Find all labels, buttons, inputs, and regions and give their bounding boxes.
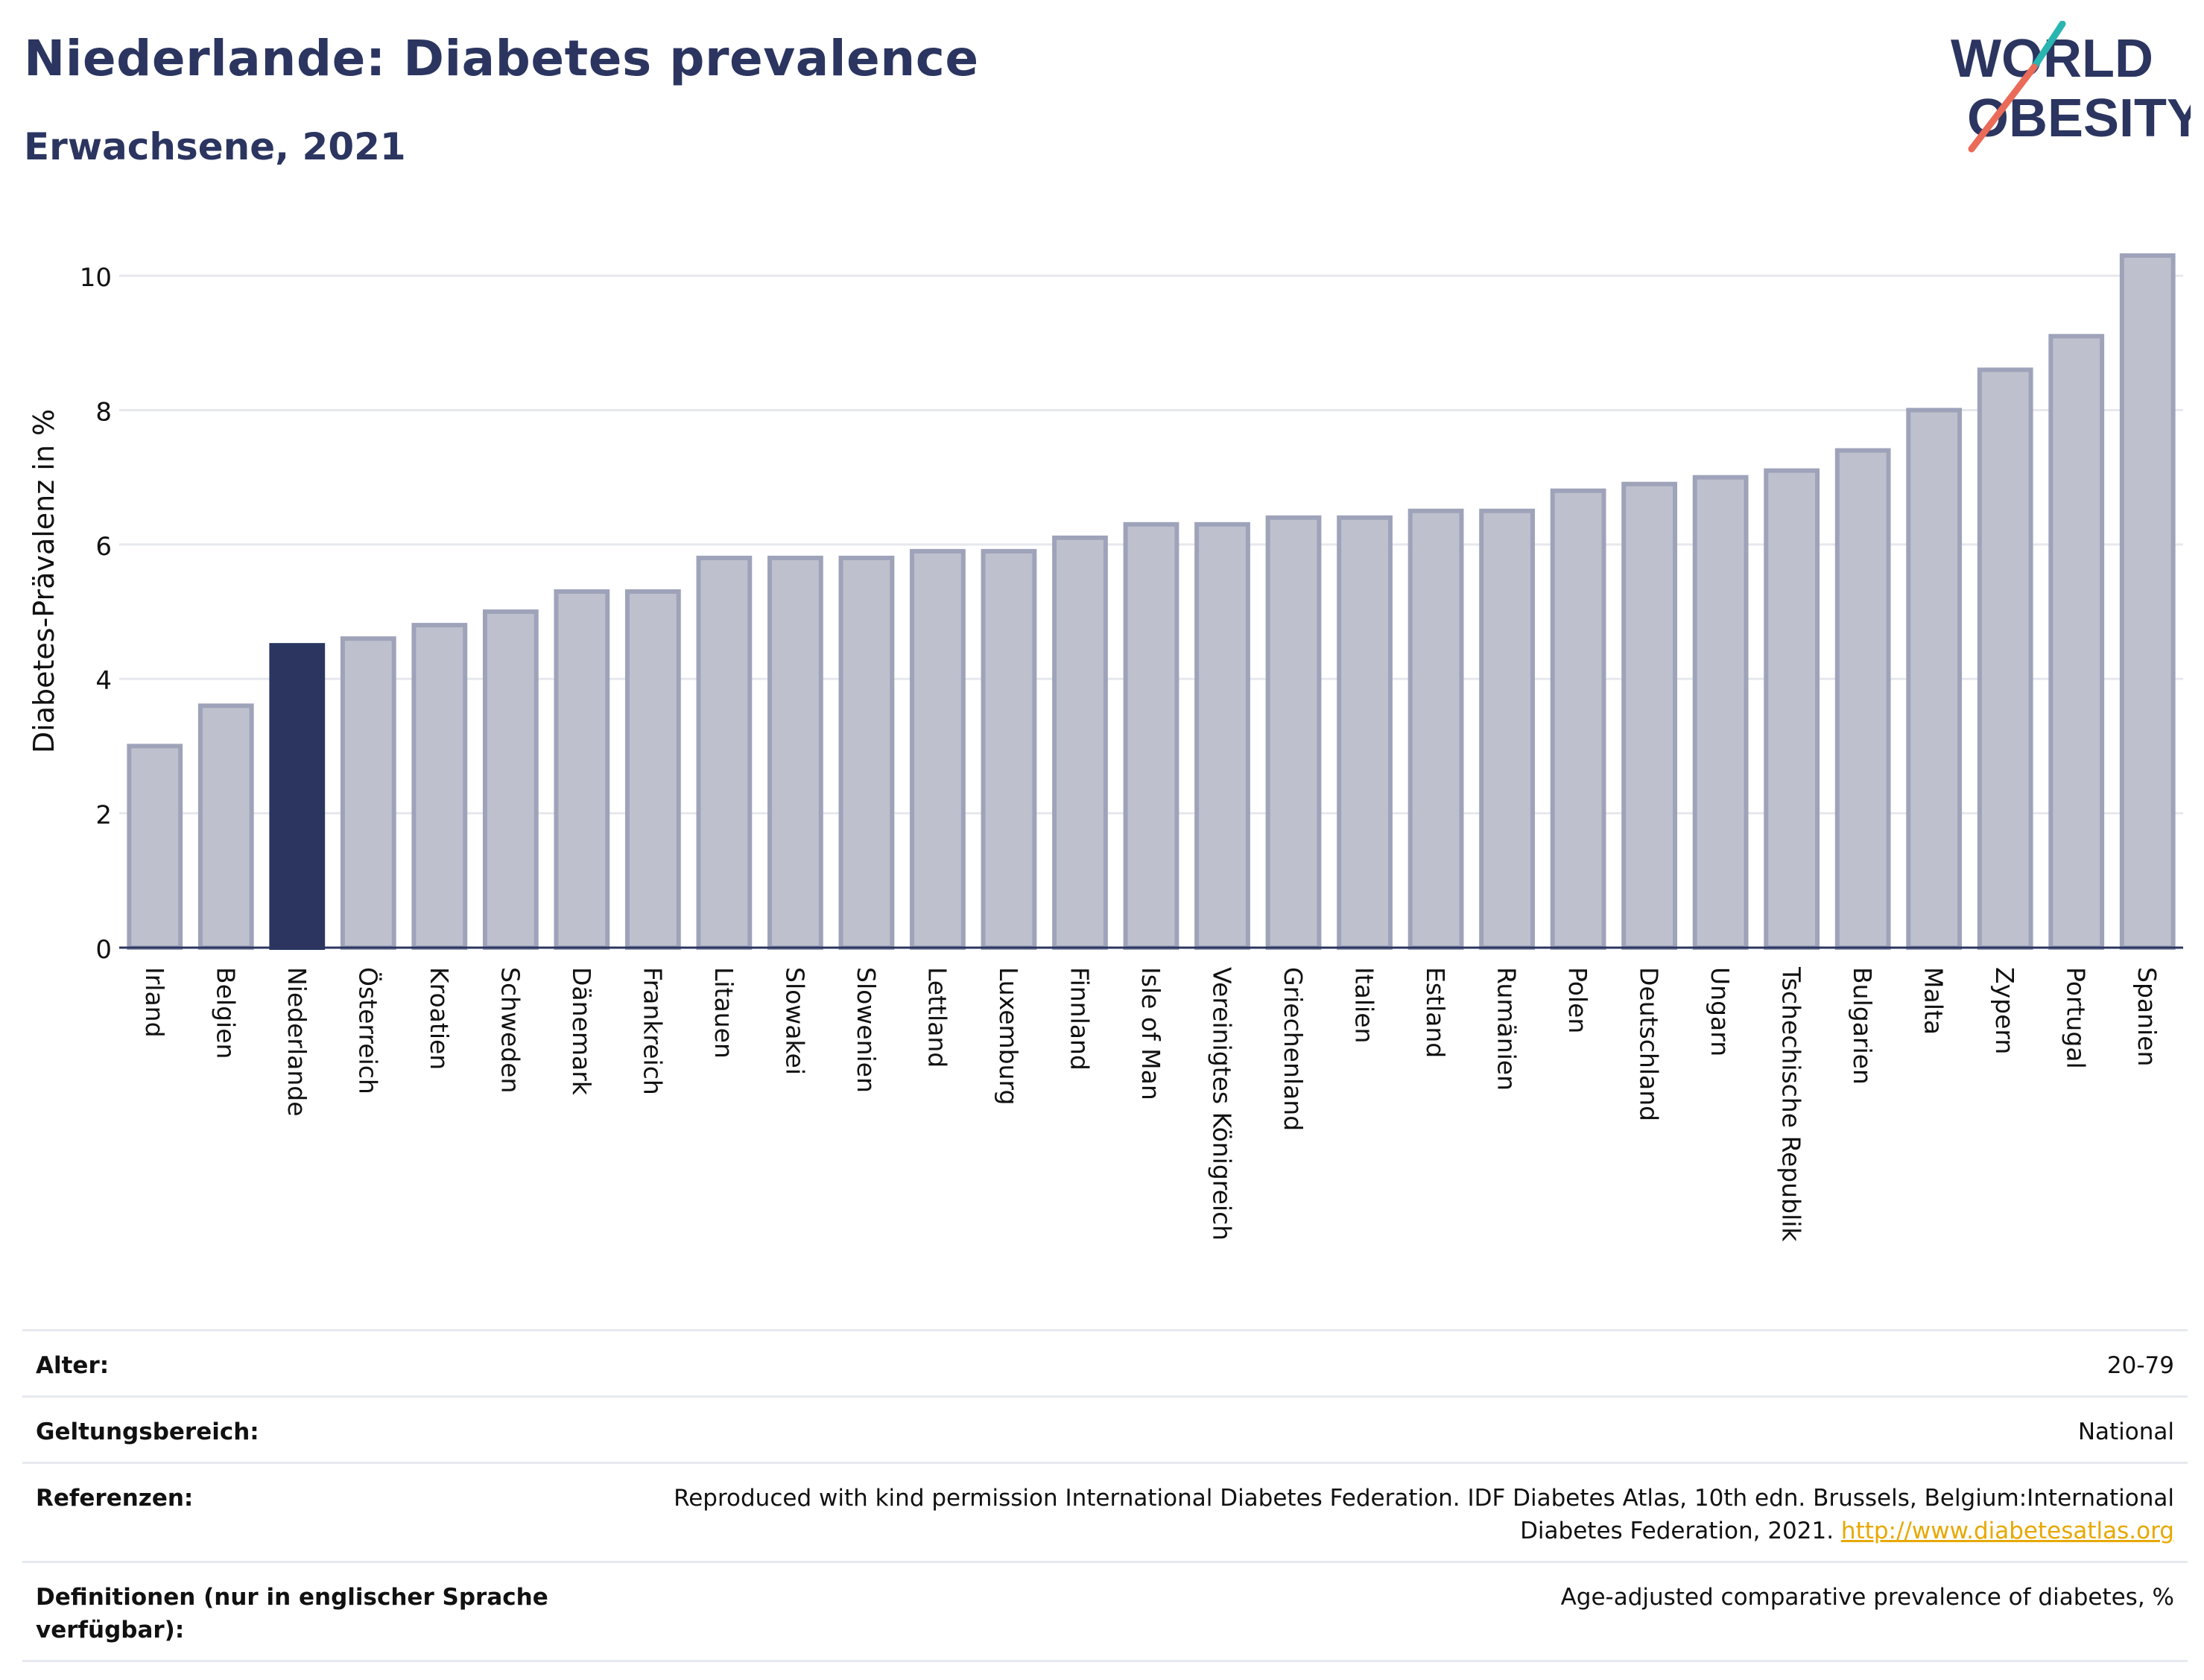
x-tick-label: Malta [1919,967,1948,1035]
x-tick-label: Rumänien [1492,967,1521,1091]
bar-polen [1550,488,1606,950]
x-tick-label: Lettland [922,967,951,1068]
bar-slowakei [767,555,823,950]
info-value: National [2077,1419,2174,1445]
y-tick-label: 8 [95,397,112,427]
bar-bulgarien [1834,448,1891,950]
y-tick-label: 0 [95,935,112,965]
logo-text-obesity: OBESITY [1967,89,2191,148]
bar-portugal [2048,334,2105,950]
x-tick-label: Frankreich [638,967,667,1095]
bar-estland [1407,508,1464,950]
reference-text: Reproduced with kind permission Internat… [674,1485,2174,1544]
y-axis-ticks: 0 2 4 6 8 10 [80,263,112,965]
x-tick-label: Ungarn [1706,967,1735,1056]
chart-title: Niederlande: Diabetes prevalence [24,30,979,87]
x-tick-label: Niederlande [282,967,311,1117]
x-tick-label: Slowakei [780,967,809,1075]
bar-rumänien [1479,508,1535,950]
x-tick-label: Bulgarien [1848,967,1877,1085]
y-tick-label: 10 [80,263,112,293]
y-axis-label: Diabetes-Prävalenz in % [28,409,60,753]
x-tick-label: Kroatien [425,967,454,1070]
x-tick-label: Luxemburg [994,967,1023,1105]
bar-malta [1906,408,1963,950]
bar-deutschland [1621,481,1678,950]
x-tick-label: Schweden [495,967,525,1093]
x-tick-label: Österreich [353,967,383,1094]
x-tick-label: Vereinigtes Königreich [1208,967,1237,1240]
y-tick-label: 4 [95,666,112,696]
bar-frankreich [624,589,681,950]
logo-slash-red [1968,63,2038,153]
bar-schweden [482,609,539,950]
world-obesity-logo: WORLD OBESITY [1951,21,2191,153]
x-tick-label: Irland [140,967,169,1038]
info-value: 20-79 [2106,1352,2174,1379]
info-row-scope: Geltungsbereich: National [22,1395,2188,1462]
info-value: Reproduced with kind permission Internat… [647,1482,2174,1547]
x-tick-label: Dänemark [567,967,596,1096]
logo-slash-teal [2030,21,2066,71]
bar-irland [127,744,183,951]
bar-zypern [1977,367,2033,951]
info-key: Alter: [36,1352,110,1379]
x-tick-label: Tschechische Republik [1777,966,1806,1242]
bar-slowenien [838,555,895,950]
x-tick-label: Belgien [211,967,240,1059]
bar-lettland [910,548,966,950]
bar-chart: 0 2 4 6 8 10 Irland Belgien Niederlande Österrei… [28,253,2183,1242]
x-tick-label: Isle of Man [1136,967,1165,1100]
x-tick-label: Slowenien [852,967,881,1093]
x-tick-label: Portugal [2062,967,2091,1069]
info-row-age: Alter: 20-79 [22,1329,2188,1395]
x-tick-label: Deutschland [1635,967,1664,1121]
info-key: Geltungsbereich: [36,1419,259,1445]
bar-dänemark [554,589,610,950]
info-row-references: Referenzen: Reproduced with kind permiss… [22,1462,2188,1561]
x-tick-label: Estland [1421,967,1450,1058]
x-tick-label: Spanien [2132,967,2162,1066]
bar-niederlande [269,643,326,951]
bar-vereinigtes-königreich [1194,522,1250,950]
bar-italien [1337,515,1393,950]
x-tick-label: Polen [1563,967,1592,1033]
x-tick-label: Litauen [709,967,738,1059]
info-key: Referenzen: [36,1485,194,1512]
y-tick-label: 6 [95,532,112,562]
bar-luxemburg [981,548,1037,950]
bar-ungarn [1692,475,1749,950]
y-tick-label: 2 [95,801,112,831]
info-value: Age-adjusted comparative prevalence of d… [1560,1584,2174,1611]
reference-link[interactable]: http://www.diabetesatlas.org [1840,1518,2174,1544]
bar-griechenland [1265,515,1322,950]
bar-finnland [1052,535,1108,950]
bars [127,253,2176,951]
x-axis-labels: Irland Belgien Niederlande Österreich Kroati… [140,966,2162,1242]
x-tick-label: Italien [1350,967,1379,1043]
bar-belgien [197,703,254,950]
bar-spanien [2119,253,2176,950]
bar-tschechische-republik [1764,468,1820,950]
bar-österreich [340,636,396,950]
info-key: Definitionen (nur in englischer Sprache … [36,1584,548,1643]
info-table: Alter: 20-79 Geltungsbereich: National R… [22,1329,2188,1662]
x-tick-label: Finnland [1065,967,1094,1071]
chart-subtitle: Erwachsene, 2021 [24,125,406,168]
x-tick-label: Zypern [1990,967,2019,1054]
bar-litauen [696,555,753,950]
x-tick-label: Griechenland [1279,967,1308,1131]
info-row-definitions: Definitionen (nur in englischer Sprache … [22,1561,2188,1662]
bar-kroatien [411,623,468,950]
bar-isle-of-man [1123,522,1179,950]
